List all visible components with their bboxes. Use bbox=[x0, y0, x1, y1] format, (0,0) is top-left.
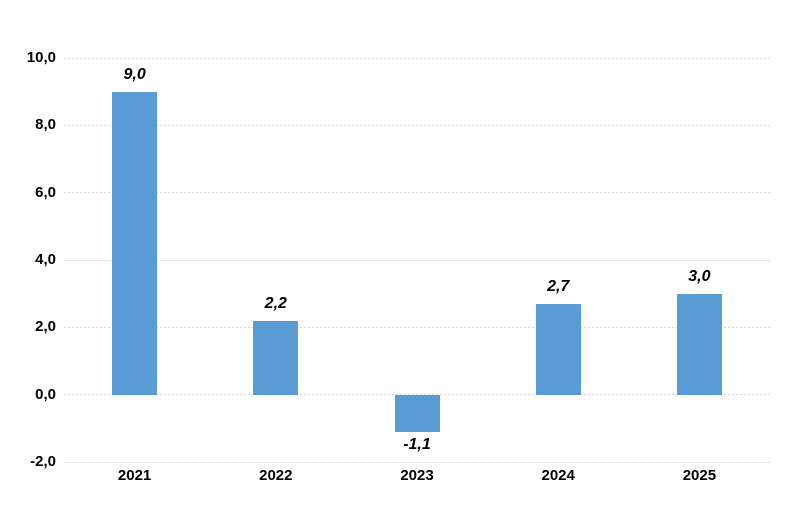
gridline-y--2,0 bbox=[64, 461, 770, 463]
y-axis-tick-label: 0,0 bbox=[35, 385, 56, 403]
y-axis-tick-label: 6,0 bbox=[35, 183, 56, 201]
y-axis-tick-label: -2,0 bbox=[30, 453, 56, 470]
value-label-2023: -1,1 bbox=[403, 435, 431, 453]
bar-2024 bbox=[535, 303, 581, 395]
y-axis-tick-label: 2,0 bbox=[35, 318, 56, 336]
bar-2023 bbox=[394, 394, 440, 432]
y-axis-tick-label: 4,0 bbox=[35, 251, 56, 268]
value-label-2022: 2,2 bbox=[264, 294, 287, 312]
gridline-y-6,0 bbox=[64, 192, 770, 194]
y-axis-tick-label: 8,0 bbox=[35, 116, 56, 134]
value-label-2025: 3,0 bbox=[688, 267, 711, 285]
gridline-y-2,0 bbox=[64, 326, 770, 328]
bar-2022 bbox=[253, 320, 299, 395]
value-label-2021: 9,0 bbox=[123, 65, 146, 83]
gridline-y-4,0 bbox=[64, 259, 770, 261]
gridline-y-10,0 bbox=[64, 57, 770, 59]
y-axis-tick-label: 10,0 bbox=[26, 49, 56, 66]
x-axis-tick-label-2025: 2025 bbox=[682, 467, 717, 484]
x-axis-tick-label-2022: 2022 bbox=[259, 467, 293, 484]
x-axis-tick-label-2021: 2021 bbox=[117, 467, 152, 484]
x-axis-tick-label-2023: 2023 bbox=[400, 467, 434, 484]
bar-2025 bbox=[676, 293, 722, 395]
plot-area: 9,0 2021 2,2 2022 -1,1 2023 2,7 2024 3,0 2025 bbox=[64, 57, 770, 484]
gridline-y-8,0 bbox=[64, 124, 770, 126]
value-label-2024: 2,7 bbox=[547, 277, 570, 295]
x-axis-tick-label-2024: 2024 bbox=[541, 467, 575, 484]
bar-2021 bbox=[112, 91, 158, 395]
